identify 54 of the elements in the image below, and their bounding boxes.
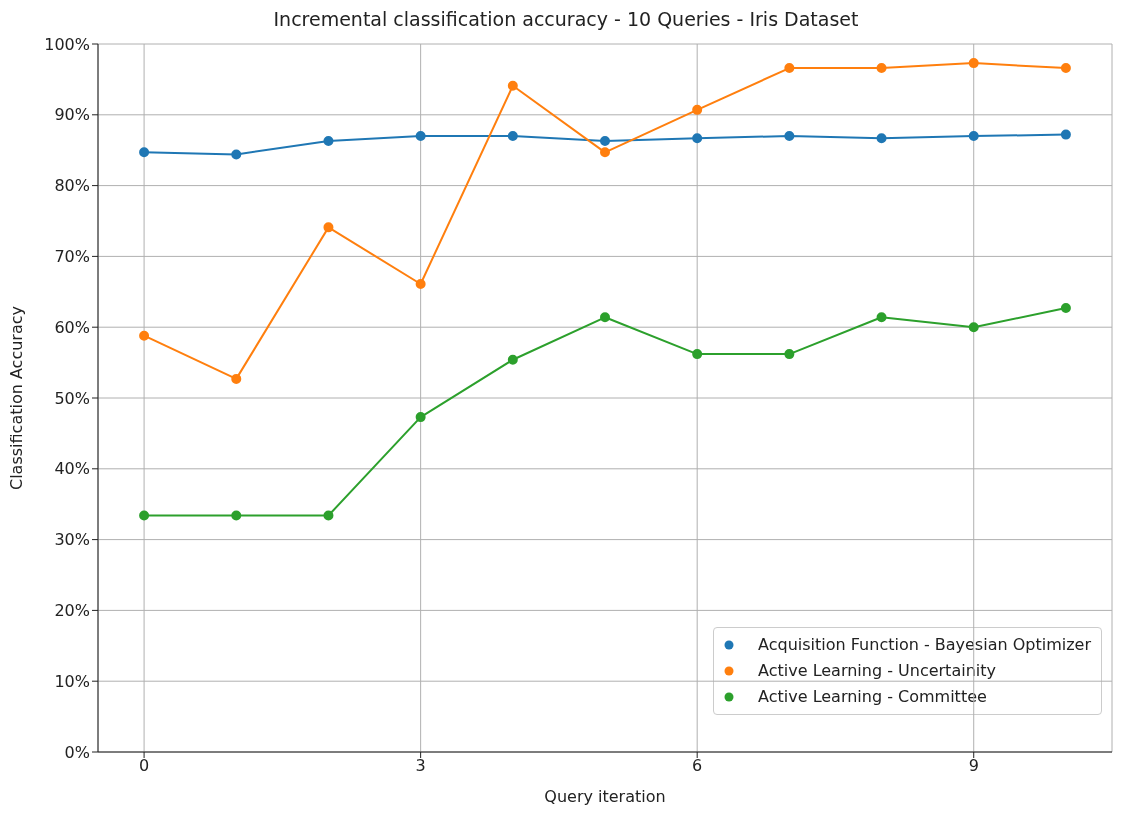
point — [415, 131, 426, 142]
point — [784, 349, 795, 360]
point — [600, 136, 610, 146]
point — [876, 133, 887, 144]
y-tick-label: 20% — [54, 601, 90, 621]
point — [415, 412, 426, 423]
point — [231, 149, 242, 160]
point — [692, 349, 703, 360]
point — [876, 312, 887, 323]
point — [139, 510, 150, 521]
x-tick-label: 0 — [139, 756, 150, 776]
y-tick-label: 100% — [44, 34, 90, 54]
x-axis-title: Query iteration — [544, 787, 666, 806]
x-tick-label: 3 — [415, 756, 426, 776]
point — [968, 58, 979, 69]
point — [876, 63, 887, 74]
point — [1060, 303, 1071, 314]
legend-label: Active Learning - Committee — [758, 686, 987, 708]
point — [323, 510, 334, 521]
point — [323, 136, 334, 146]
point — [507, 354, 518, 365]
y-tick-label: 40% — [54, 459, 90, 479]
x-tick-label: 9 — [968, 756, 979, 776]
point — [784, 63, 795, 74]
y-axis-title: Classification Accuracy — [6, 306, 26, 490]
point — [415, 279, 426, 290]
point — [507, 80, 518, 91]
legend-label: Active Learning - Uncertainity — [758, 660, 996, 682]
legend-label: Acquisition Function - Bayesian Optimizer — [758, 634, 1091, 656]
point — [139, 330, 150, 341]
point — [968, 322, 979, 333]
point — [600, 147, 610, 158]
y-tick-label: 60% — [54, 317, 90, 337]
point — [507, 131, 518, 142]
point — [692, 133, 703, 144]
y-tick-label: 0% — [64, 742, 90, 762]
point — [139, 147, 150, 158]
chart-title: Incremental classification accuracy - 10 Queries - Iris Dataset — [273, 8, 859, 30]
point — [968, 131, 979, 142]
point — [600, 312, 610, 323]
y-tick-label: 80% — [54, 176, 90, 196]
y-tick-label: 30% — [54, 530, 90, 550]
point — [323, 222, 334, 233]
y-tick-label: 90% — [54, 105, 90, 125]
point — [1060, 63, 1071, 74]
point — [231, 510, 242, 521]
y-tick-label: 70% — [54, 247, 90, 267]
point — [784, 131, 795, 142]
y-tick-label: 10% — [54, 671, 90, 691]
x-tick-label: 6 — [692, 756, 703, 776]
y-tick-label: 50% — [54, 388, 90, 408]
point — [692, 104, 703, 115]
point — [1060, 129, 1071, 140]
point — [231, 373, 242, 384]
